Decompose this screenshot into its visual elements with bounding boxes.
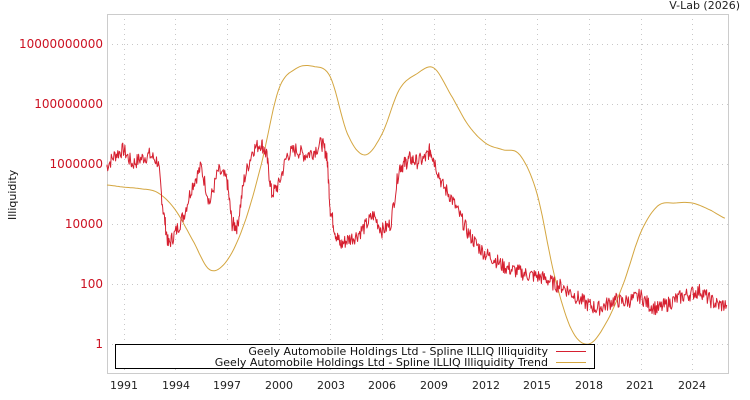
credit-label: V-Lab (2026) [669, 0, 740, 12]
legend-item-illiquidity: Geely Automobile Holdings Ltd - Spline I… [248, 345, 586, 358]
x-tick-label: 2015 [523, 379, 551, 392]
x-tick-label: 2021 [626, 379, 654, 392]
y-tick-label: 100 [80, 277, 103, 291]
legend-label: Geely Automobile Holdings Ltd - Spline I… [214, 356, 548, 369]
x-tick-label: 2000 [265, 379, 293, 392]
legend-swatch-red [556, 351, 586, 352]
legend-label: Geely Automobile Holdings Ltd - Spline I… [248, 345, 548, 358]
illiquidity-line [106, 137, 728, 316]
y-tick-label: 100000000 [34, 97, 103, 111]
legend-item-trend: Geely Automobile Holdings Ltd - Spline I… [215, 356, 586, 369]
x-tick-label: 1997 [213, 379, 241, 392]
x-tick-label: 2012 [472, 379, 500, 392]
x-tick-label: 1991 [110, 379, 138, 392]
x-tick-label: 2009 [420, 379, 448, 392]
legend: Geely Automobile Holdings Ltd - Spline I… [115, 344, 595, 369]
plot-frame [107, 14, 729, 374]
trend-line [106, 65, 726, 345]
x-tick-label: 2024 [678, 379, 706, 392]
x-tick-label: 2006 [368, 379, 396, 392]
y-tick-label: 1000000 [49, 157, 103, 171]
legend-swatch-gold [556, 362, 586, 363]
x-tick-label: 1994 [162, 379, 190, 392]
x-tick-label: 2018 [575, 379, 603, 392]
y-tick-label: 1 [95, 337, 103, 351]
y-tick-label: 10000 [64, 217, 103, 231]
grid-lines [107, 14, 728, 373]
y-tick-label: 10000000000 [19, 37, 103, 51]
x-tick-label: 2003 [317, 379, 345, 392]
